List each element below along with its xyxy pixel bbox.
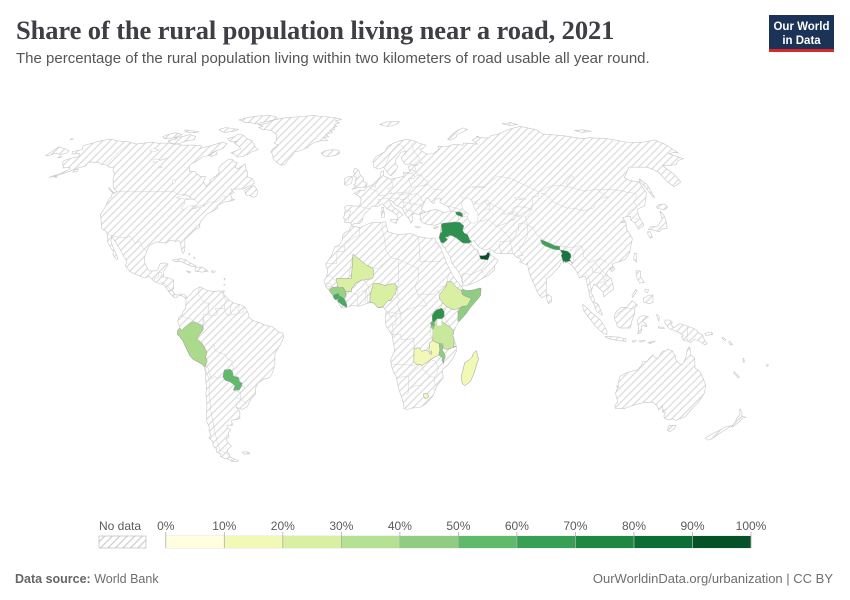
svg-text:20%: 20%	[271, 519, 295, 533]
svg-text:70%: 70%	[563, 519, 587, 533]
svg-text:60%: 60%	[505, 519, 529, 533]
svg-text:0%: 0%	[157, 519, 175, 533]
svg-text:No data: No data	[99, 519, 141, 533]
svg-text:40%: 40%	[388, 519, 412, 533]
svg-text:30%: 30%	[329, 519, 353, 533]
svg-text:100%: 100%	[736, 519, 767, 533]
svg-text:50%: 50%	[446, 519, 470, 533]
svg-text:10%: 10%	[212, 519, 236, 533]
svg-text:80%: 80%	[622, 519, 646, 533]
svg-text:90%: 90%	[680, 519, 704, 533]
